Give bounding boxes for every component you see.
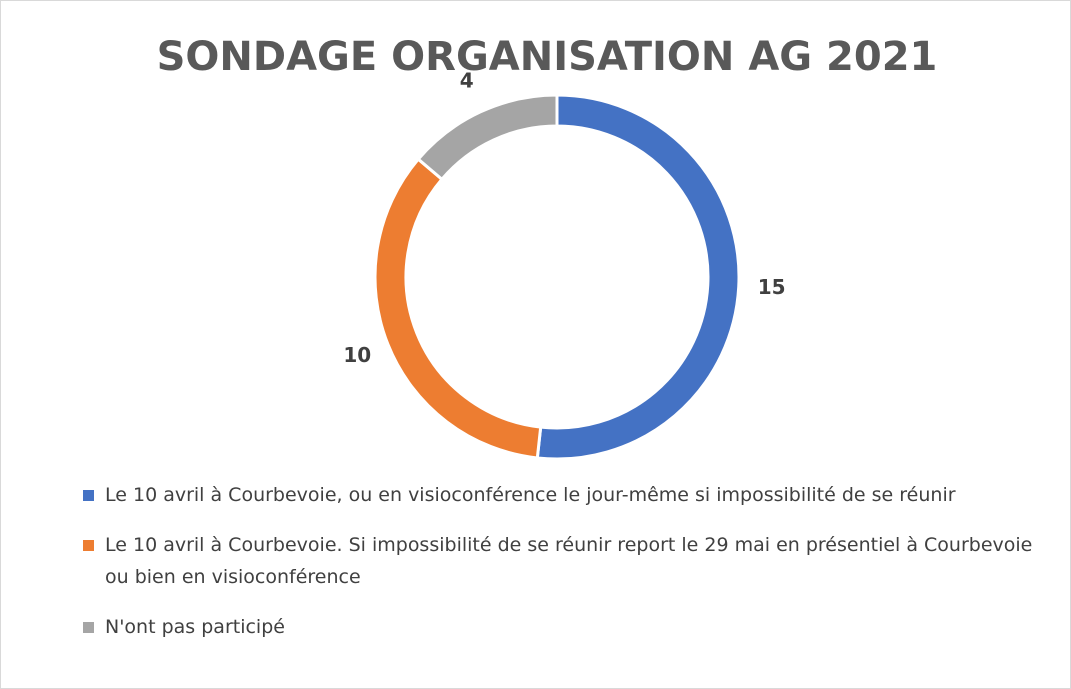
data-label: 10 [343,343,371,367]
chart-title: SONDAGE ORGANISATION AG 2021 [157,34,938,80]
donut-segment [416,93,559,182]
legend-label: Le 10 avril à Courbevoie. Si impossibili… [105,534,1033,588]
legend-item: N'ont pas participé [81,611,1056,643]
donut-segment [535,93,741,461]
legend: Le 10 avril à Courbevoie, ou en visiocon… [81,479,1056,661]
legend-item: Le 10 avril à Courbevoie. Si impossibili… [81,529,1056,593]
donut-segment [373,157,543,460]
legend-swatch [83,622,94,633]
legend-swatch [83,490,94,501]
legend-swatch [83,540,94,551]
legend-label: N'ont pas participé [105,616,285,638]
data-label: 4 [460,68,474,92]
data-label: 15 [758,275,786,299]
legend-item: Le 10 avril à Courbevoie, ou en visiocon… [81,479,1056,511]
legend-label: Le 10 avril à Courbevoie, ou en visiocon… [105,484,956,506]
